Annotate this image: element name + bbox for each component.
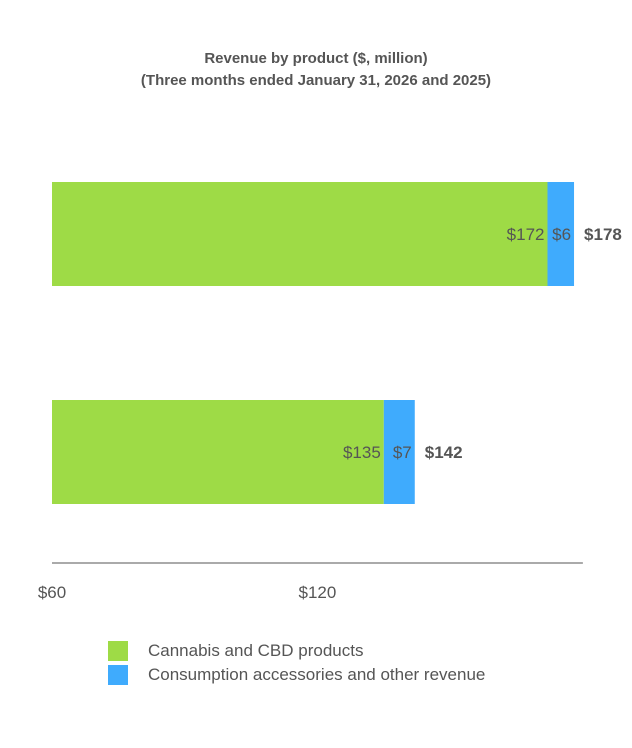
chart-subtitle: (Three months ended January 31, 2026 and…: [140, 72, 492, 89]
legend-label-cannabis: Cannabis and CBD products: [148, 641, 364, 660]
data-label: $135: [343, 443, 381, 462]
data-label: $7: [393, 443, 412, 462]
legend-item-accessories: Consumption accessories and other revenu…: [108, 665, 485, 685]
bar-segment-accessories: [383, 400, 415, 504]
total-label: $178: [584, 225, 622, 244]
chart-title: Revenue by product ($, million): [204, 50, 428, 67]
bar-segment-cannabis: [52, 182, 548, 286]
data-label: $6: [552, 225, 571, 244]
legend-item-cannabis: Cannabis and CBD products: [108, 641, 363, 661]
total-label: $142: [425, 443, 463, 462]
bar-segment-cannabis: [52, 400, 384, 504]
x-tick-label: $60: [38, 583, 66, 602]
bar-segment-accessories: [547, 182, 575, 286]
legend-label-accessories: Consumption accessories and other revenu…: [148, 665, 486, 684]
x-tick-label: $120: [299, 583, 337, 602]
data-label: $172: [507, 225, 545, 244]
legend-swatch-cannabis: [108, 641, 128, 661]
legend-swatch-accessories: [108, 665, 128, 685]
